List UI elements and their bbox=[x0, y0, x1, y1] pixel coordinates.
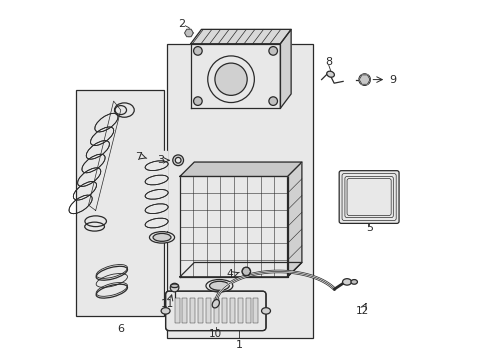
Polygon shape bbox=[184, 29, 193, 37]
Text: 2: 2 bbox=[178, 19, 185, 29]
Circle shape bbox=[193, 46, 202, 55]
Circle shape bbox=[170, 283, 179, 292]
Circle shape bbox=[193, 97, 202, 105]
Ellipse shape bbox=[261, 308, 270, 314]
FancyBboxPatch shape bbox=[165, 291, 265, 330]
Polygon shape bbox=[180, 262, 301, 277]
Bar bbox=[222, 298, 226, 323]
Polygon shape bbox=[359, 75, 369, 84]
Ellipse shape bbox=[209, 281, 229, 290]
Polygon shape bbox=[190, 44, 280, 108]
Bar bbox=[174, 298, 179, 323]
Text: 3: 3 bbox=[157, 155, 163, 165]
Bar bbox=[253, 298, 258, 323]
Circle shape bbox=[175, 157, 181, 163]
Bar bbox=[198, 298, 203, 323]
Text: 11: 11 bbox=[161, 299, 174, 309]
Bar bbox=[190, 298, 195, 323]
Ellipse shape bbox=[149, 231, 174, 243]
Circle shape bbox=[268, 46, 277, 55]
Circle shape bbox=[172, 155, 183, 166]
Text: 4: 4 bbox=[226, 269, 233, 279]
Bar bbox=[229, 298, 234, 323]
Text: 6: 6 bbox=[117, 324, 124, 334]
Bar bbox=[206, 298, 211, 323]
Circle shape bbox=[358, 74, 369, 85]
Circle shape bbox=[214, 63, 247, 95]
Circle shape bbox=[185, 30, 192, 37]
Bar bbox=[214, 298, 219, 323]
Text: 7: 7 bbox=[135, 152, 142, 162]
Bar bbox=[167, 44, 312, 338]
Ellipse shape bbox=[153, 233, 171, 241]
Bar bbox=[237, 298, 242, 323]
Text: 8: 8 bbox=[325, 57, 332, 67]
Text: 5: 5 bbox=[365, 224, 372, 233]
FancyBboxPatch shape bbox=[339, 171, 398, 224]
Text: 10: 10 bbox=[209, 329, 222, 339]
Polygon shape bbox=[190, 30, 290, 44]
Ellipse shape bbox=[212, 300, 219, 308]
Bar bbox=[76, 90, 163, 316]
Ellipse shape bbox=[205, 279, 232, 292]
Ellipse shape bbox=[350, 280, 357, 284]
Polygon shape bbox=[145, 151, 167, 230]
Circle shape bbox=[268, 97, 277, 105]
Polygon shape bbox=[180, 176, 287, 277]
Ellipse shape bbox=[161, 308, 170, 314]
Ellipse shape bbox=[170, 284, 178, 288]
Text: 12: 12 bbox=[355, 306, 369, 316]
Polygon shape bbox=[287, 162, 301, 277]
Text: 1: 1 bbox=[235, 340, 242, 350]
Circle shape bbox=[242, 267, 250, 276]
Polygon shape bbox=[180, 162, 301, 176]
Circle shape bbox=[207, 56, 254, 103]
Polygon shape bbox=[280, 30, 290, 108]
Text: 9: 9 bbox=[389, 75, 396, 85]
Ellipse shape bbox=[342, 279, 351, 285]
Ellipse shape bbox=[326, 71, 334, 77]
Bar bbox=[245, 298, 250, 323]
Polygon shape bbox=[88, 101, 121, 211]
Bar bbox=[182, 298, 187, 323]
